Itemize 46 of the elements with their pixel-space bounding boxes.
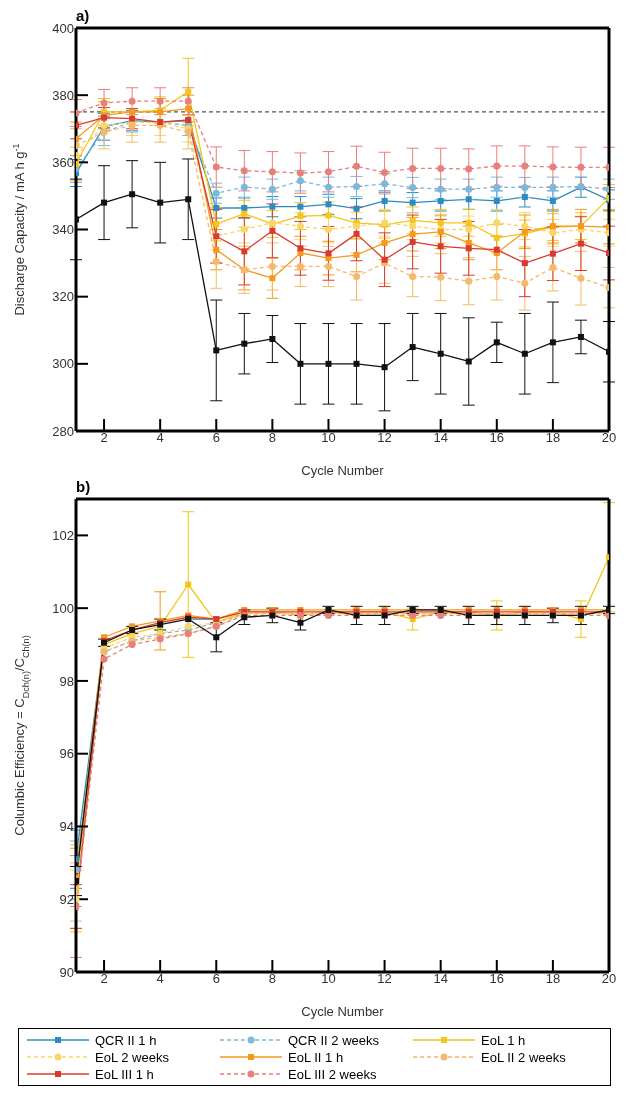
chart-title: b) bbox=[76, 478, 92, 495]
x-tick-label: 6 bbox=[212, 971, 220, 987]
x-tick-label: 18 bbox=[545, 971, 561, 987]
x-tick-label: 8 bbox=[268, 971, 276, 987]
y-tick-label: 98 bbox=[59, 673, 74, 689]
x-tick-label: 2 bbox=[100, 971, 108, 987]
y-tick-label: 96 bbox=[59, 746, 74, 762]
x-tick-label: 8 bbox=[268, 430, 276, 446]
y-tick-label: 90 bbox=[59, 964, 74, 980]
x-axis-title: Cycle Number bbox=[301, 463, 385, 478]
chart-title: a) bbox=[76, 7, 91, 24]
y-tick-label: 340 bbox=[52, 222, 74, 238]
y-tick-label: 102 bbox=[52, 528, 74, 543]
x-tick-label: 4 bbox=[156, 971, 164, 987]
y-tick-label: 300 bbox=[52, 356, 74, 372]
legend-label: QCR II 2 weeks bbox=[288, 1032, 380, 1048]
x-axis-title: Cycle Number bbox=[301, 1004, 385, 1019]
y-tick-label: 92 bbox=[59, 891, 74, 907]
y-tick-label: 400 bbox=[52, 20, 74, 36]
y-tick-label: 100 bbox=[52, 600, 74, 616]
y-tick-label: 380 bbox=[52, 87, 74, 103]
y-tick-label: 360 bbox=[52, 154, 74, 170]
x-tick-label: 2 bbox=[100, 430, 108, 446]
x-tick-label: 12 bbox=[377, 430, 392, 446]
x-tick-label: 20 bbox=[601, 971, 617, 987]
y-tick-label: 94 bbox=[59, 819, 74, 835]
y-tick-label: 280 bbox=[52, 423, 74, 439]
legend-label: EoL 1 h bbox=[481, 1032, 526, 1048]
x-tick-label: 12 bbox=[377, 971, 392, 987]
x-tick-label: 16 bbox=[489, 971, 505, 987]
legend-label: EoL III 2 weeks bbox=[288, 1066, 377, 1082]
legend-label: EoL 2 weeks bbox=[95, 1049, 169, 1065]
x-tick-label: 14 bbox=[433, 971, 448, 987]
x-tick-label: 16 bbox=[489, 430, 505, 446]
x-tick-label: 10 bbox=[321, 971, 336, 987]
x-tick-label: 4 bbox=[156, 430, 164, 446]
x-tick-label: 20 bbox=[601, 430, 617, 446]
legend-label: EoL III 1 h bbox=[95, 1066, 154, 1082]
legend-label: EoL II 2 weeks bbox=[481, 1049, 566, 1065]
y-tick-label: 320 bbox=[52, 289, 74, 305]
x-tick-label: 6 bbox=[212, 430, 220, 446]
x-tick-label: 14 bbox=[433, 430, 448, 446]
x-tick-label: 18 bbox=[545, 430, 561, 446]
x-tick-label: 10 bbox=[321, 430, 336, 446]
legend-label: EoL II 1 h bbox=[288, 1049, 344, 1065]
legend-label: QCR II 1 h bbox=[95, 1032, 157, 1048]
